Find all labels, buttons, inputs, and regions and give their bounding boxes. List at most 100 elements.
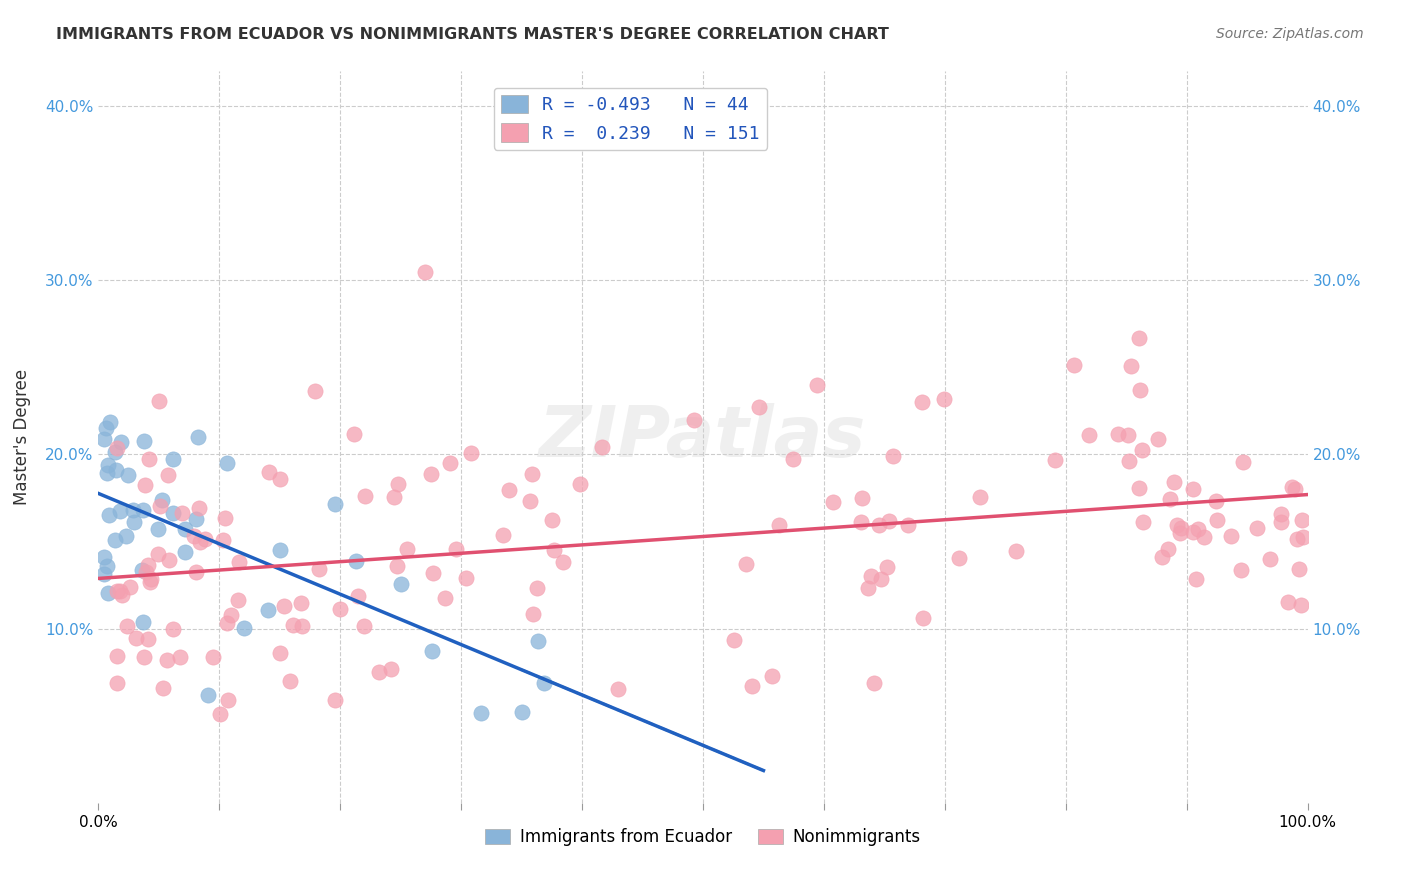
Point <box>456 571 478 585</box>
Point <box>110 434 132 449</box>
Point <box>1181 525 1204 540</box>
Point <box>1129 383 1152 397</box>
Point <box>1159 491 1181 506</box>
Point <box>278 674 301 689</box>
Point <box>540 513 562 527</box>
Point <box>233 622 256 636</box>
Point <box>170 506 193 520</box>
Point <box>1281 480 1303 494</box>
Point <box>104 533 127 548</box>
Point <box>186 566 208 580</box>
Point <box>1291 513 1313 527</box>
Point <box>420 644 443 658</box>
Point <box>269 472 291 486</box>
Point <box>98 415 121 429</box>
Point <box>97 586 120 600</box>
Point <box>139 572 162 586</box>
Point <box>115 619 138 633</box>
Point <box>433 591 456 606</box>
Point <box>214 511 236 525</box>
Point <box>273 599 295 613</box>
Point <box>183 529 205 543</box>
Point <box>1170 521 1192 535</box>
Text: Source: ZipAtlas.com: Source: ZipAtlas.com <box>1216 27 1364 41</box>
Point <box>823 495 845 509</box>
Point <box>1004 544 1026 558</box>
Point <box>184 512 207 526</box>
Point <box>146 547 169 561</box>
Point <box>110 503 132 517</box>
Point <box>1128 331 1150 345</box>
Point <box>1277 594 1299 608</box>
Point <box>215 456 238 470</box>
Point <box>1166 518 1188 533</box>
Point <box>519 493 541 508</box>
Point <box>105 675 128 690</box>
Point <box>1118 454 1140 468</box>
Point <box>323 692 346 706</box>
Point <box>217 693 239 707</box>
Point <box>188 500 211 515</box>
Point <box>346 553 368 567</box>
Point <box>96 558 118 573</box>
Point <box>1043 453 1066 467</box>
Point <box>934 392 956 406</box>
Point <box>209 707 232 722</box>
Point <box>897 518 920 533</box>
Point <box>212 533 235 547</box>
Point <box>782 452 804 467</box>
Point <box>120 580 142 594</box>
Point <box>162 622 184 636</box>
Point <box>382 491 405 505</box>
Point <box>157 552 180 566</box>
Point <box>682 413 704 427</box>
Point <box>343 426 366 441</box>
Point <box>1205 494 1227 508</box>
Point <box>1284 483 1306 497</box>
Point <box>1119 359 1142 373</box>
Point <box>969 490 991 504</box>
Point <box>868 518 890 533</box>
Legend: Immigrants from Ecuador, Nonimmigrants: Immigrants from Ecuador, Nonimmigrants <box>478 822 928 853</box>
Point <box>104 444 127 458</box>
Point <box>257 603 280 617</box>
Point <box>768 518 790 533</box>
Point <box>281 618 304 632</box>
Point <box>169 649 191 664</box>
Point <box>132 503 155 517</box>
Point <box>413 265 436 279</box>
Point <box>1285 532 1308 546</box>
Point <box>439 456 461 470</box>
Point <box>108 584 131 599</box>
Point <box>132 650 155 665</box>
Point <box>197 689 219 703</box>
Point <box>347 589 370 603</box>
Point <box>1187 522 1209 536</box>
Point <box>149 499 172 513</box>
Point <box>110 588 132 602</box>
Point <box>863 676 886 690</box>
Point <box>870 572 893 586</box>
Point <box>849 516 872 530</box>
Point <box>948 550 970 565</box>
Point <box>354 489 377 503</box>
Point <box>851 491 873 506</box>
Point <box>290 595 312 609</box>
Point <box>1128 481 1150 495</box>
Point <box>741 679 763 693</box>
Point <box>1229 564 1251 578</box>
Point <box>146 522 169 536</box>
Point <box>492 528 515 542</box>
Point <box>114 529 136 543</box>
Point <box>162 506 184 520</box>
Point <box>217 615 239 630</box>
Point <box>1107 427 1129 442</box>
Point <box>1132 516 1154 530</box>
Point <box>173 522 195 536</box>
Point <box>329 602 352 616</box>
Point <box>97 458 120 472</box>
Point <box>470 706 492 720</box>
Point <box>1232 455 1254 469</box>
Point <box>1246 521 1268 535</box>
Point <box>420 467 443 481</box>
